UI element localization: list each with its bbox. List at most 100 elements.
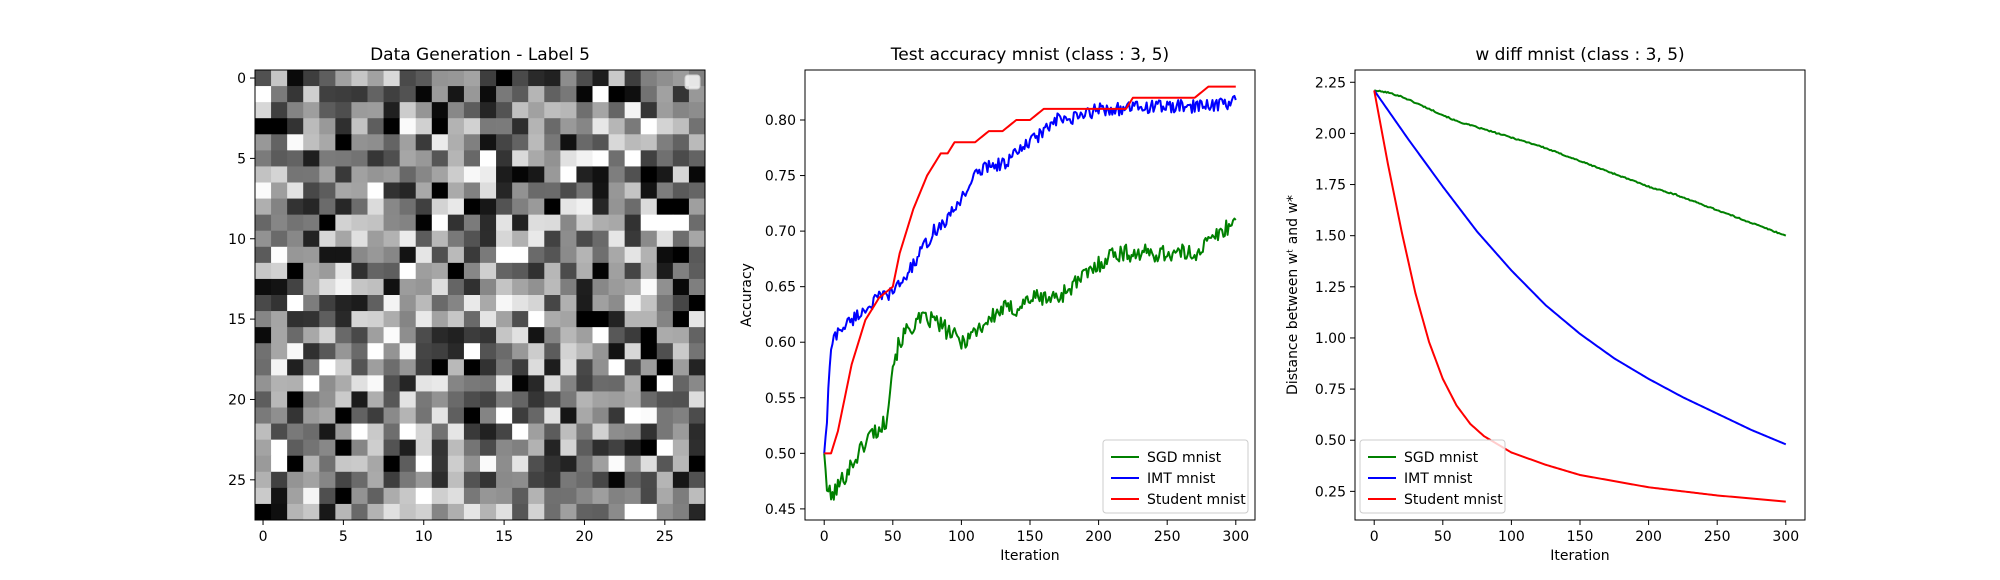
heatmap-cell xyxy=(592,198,609,216)
heatmap-cell xyxy=(351,86,368,103)
accuracy-y-tick-label: 0.75 xyxy=(765,169,796,185)
heatmap-cell xyxy=(303,230,320,248)
heatmap-cell xyxy=(592,503,609,521)
accuracy-y-tick-label: 0.45 xyxy=(765,502,796,518)
heatmap-cell xyxy=(271,134,288,151)
heatmap-cell xyxy=(431,182,449,199)
heatmap-cell xyxy=(271,295,288,312)
heatmap-cell xyxy=(319,311,336,328)
heatmap-cell xyxy=(367,503,384,521)
heatmap-cell xyxy=(592,311,609,328)
heatmap-cell xyxy=(319,487,336,505)
heatmap-cell xyxy=(576,343,593,360)
heatmap-cell xyxy=(544,423,561,441)
heatmap-cell xyxy=(303,278,320,296)
heatmap-cell xyxy=(528,439,545,457)
heatmap-cell xyxy=(528,295,545,312)
heatmap-cell xyxy=(319,343,336,360)
heatmap-cell xyxy=(415,439,433,457)
heatmap-cell xyxy=(383,150,401,167)
heatmap-cell xyxy=(656,295,674,312)
heatmap-cell xyxy=(480,311,497,328)
heatmap-cell xyxy=(624,503,642,521)
heatmap-title: Data Generation - Label 5 xyxy=(370,45,590,65)
heatmap-cell xyxy=(351,407,368,424)
heatmap-cell xyxy=(608,391,626,408)
heatmap-cell xyxy=(592,359,609,376)
heatmap-cell xyxy=(367,391,384,408)
heatmap-cell xyxy=(592,246,609,264)
heatmap-cell xyxy=(415,70,433,87)
heatmap-cell xyxy=(399,214,417,232)
accuracy-y-tick-label: 0.70 xyxy=(765,224,796,240)
heatmap-cell xyxy=(399,70,417,87)
heatmap-cell xyxy=(640,70,658,87)
heatmap-cell xyxy=(592,423,609,441)
heatmap-cell xyxy=(624,166,642,183)
heatmap-cell xyxy=(399,359,417,376)
heatmap-cell xyxy=(255,295,272,312)
heatmap-cell xyxy=(688,118,706,135)
wdiff-y-tick-label: 1.25 xyxy=(1315,280,1346,296)
heatmap-cell xyxy=(287,182,304,199)
heatmap-cell xyxy=(592,214,609,232)
heatmap-cell xyxy=(480,375,497,392)
heatmap-cell xyxy=(624,214,642,232)
heatmap-cell xyxy=(399,455,417,473)
heatmap-cell xyxy=(383,311,401,328)
heatmap-cell xyxy=(303,407,320,424)
heatmap-cell xyxy=(319,150,336,167)
heatmap-cell xyxy=(624,134,642,151)
heatmap-cell xyxy=(512,375,529,392)
heatmap-cell xyxy=(367,375,384,392)
heatmap-cell xyxy=(319,439,336,457)
heatmap-cell xyxy=(496,455,513,473)
heatmap-cell xyxy=(447,134,465,151)
heatmap-cell xyxy=(335,359,352,376)
heatmap-cell xyxy=(271,150,288,167)
heatmap-cell xyxy=(496,134,513,151)
heatmap-cell xyxy=(656,487,674,505)
wdiff-panel: w diff mnist (class : 3, 5) 0 50 100 150 200… xyxy=(1285,45,1806,564)
heatmap-cell xyxy=(576,86,593,103)
heatmap-cell xyxy=(656,391,674,408)
heatmap-cell xyxy=(624,327,642,344)
heatmap-cell xyxy=(656,134,674,151)
heatmap-cell xyxy=(672,423,690,441)
heatmap-cell xyxy=(255,487,272,505)
heatmap-cell xyxy=(624,70,642,87)
wdiff-legend-box xyxy=(1359,439,1506,514)
heatmap-cell xyxy=(367,455,384,473)
heatmap-cell xyxy=(335,487,352,505)
accuracy-legend-label: IMT mnist xyxy=(1147,471,1216,487)
heatmap-cell xyxy=(624,423,642,441)
heatmap-cell xyxy=(463,278,481,296)
heatmap-cell xyxy=(560,86,577,103)
heatmap-cell xyxy=(640,150,658,167)
heatmap-cell xyxy=(287,487,304,505)
heatmap-cell xyxy=(399,166,417,183)
heatmap-cell xyxy=(383,359,401,376)
heatmap-cell xyxy=(480,118,497,135)
heatmap-cell xyxy=(528,262,545,280)
heatmap-cell xyxy=(303,198,320,216)
heatmap-cell xyxy=(367,343,384,360)
heatmap-cell xyxy=(592,134,609,151)
heatmap-cell xyxy=(303,134,320,151)
heatmap-cell xyxy=(383,214,401,232)
heatmap-cell xyxy=(431,134,449,151)
heatmap-cell xyxy=(463,343,481,360)
heatmap-cell xyxy=(367,295,384,312)
heatmap-cell xyxy=(592,327,609,344)
heatmap-cell xyxy=(592,471,609,489)
heatmap-cell xyxy=(367,471,384,489)
heatmap-cell xyxy=(287,150,304,167)
heatmap-cell xyxy=(624,343,642,360)
heatmap-cell xyxy=(528,503,545,521)
heatmap-cell xyxy=(528,375,545,392)
heatmap-cell xyxy=(496,407,513,424)
heatmap-cell xyxy=(640,102,658,119)
heatmap-cell xyxy=(624,375,642,392)
heatmap-cell xyxy=(351,439,368,457)
